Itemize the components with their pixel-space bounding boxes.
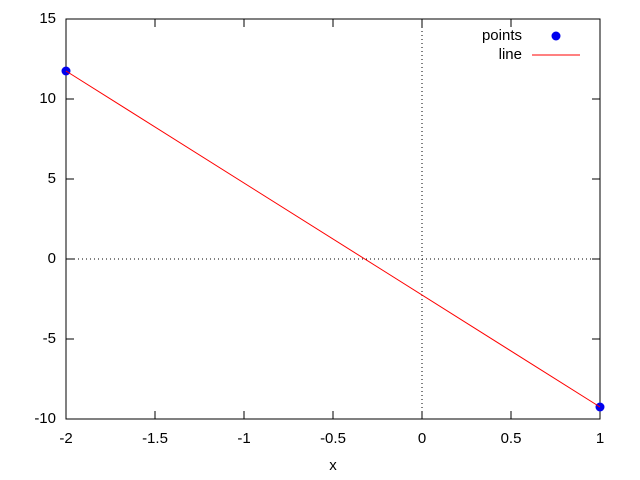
x-tick-label: 0	[418, 430, 426, 447]
x-axis-label: x	[329, 457, 337, 474]
plot-border	[65, 18, 601, 420]
legend-swatch	[551, 31, 561, 41]
x-tick-label: 0.5	[501, 430, 522, 447]
y-tick-label: 15	[39, 10, 56, 27]
legend-label: points	[482, 27, 522, 44]
x-tick-label: -1.5	[142, 430, 168, 447]
y-tick-label: -5	[43, 330, 56, 347]
x-tick-label: -2	[59, 430, 72, 447]
x-tick-label: 1	[596, 430, 604, 447]
legend-label: line	[499, 46, 522, 63]
y-tick-label: 0	[48, 250, 56, 267]
x-tick-label: -0.5	[320, 430, 346, 447]
x-tick-label: -1	[237, 430, 250, 447]
data-line	[65, 70, 601, 408]
y-tick-label: -10	[34, 410, 56, 427]
y-tick-label: 10	[39, 90, 56, 107]
y-tick-label: 5	[48, 170, 56, 187]
